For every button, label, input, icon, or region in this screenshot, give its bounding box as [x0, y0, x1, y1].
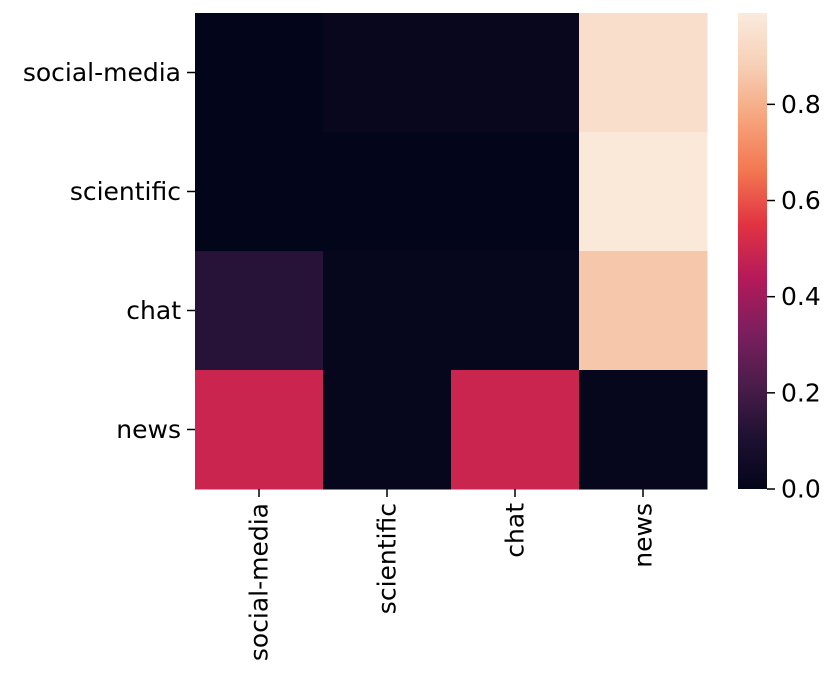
x-tick-label: chat [501, 503, 530, 558]
colorbar-tick-label: 0.2 [781, 378, 821, 407]
heatmap-cell [579, 251, 708, 371]
heatmap-cell [579, 132, 708, 252]
heatmap-cell [451, 132, 580, 252]
colorbar-tick-label: 0.8 [781, 90, 821, 119]
x-tick-label: social-media [245, 503, 274, 661]
heatmap-cell [195, 370, 324, 490]
x-tick-label: scientific [373, 503, 402, 614]
heatmap-cell [451, 370, 580, 490]
x-tick-label: news [629, 503, 658, 568]
heatmap-cells [195, 13, 708, 490]
heatmap-cell [451, 251, 580, 371]
heatmap-cell [195, 13, 324, 133]
colorbar-tick-label: 0.0 [781, 475, 821, 504]
y-tick-label: social-media [23, 58, 181, 87]
y-tick-label: scientific [70, 177, 181, 206]
heatmap-cell [323, 370, 452, 490]
x-axis: social-media scientific chat news [245, 489, 658, 661]
colorbar: 0.0 0.2 0.4 0.6 0.8 [738, 13, 821, 504]
heatmap-cell [323, 251, 452, 371]
heatmap-cell [323, 13, 452, 133]
heatmap-cell [579, 370, 708, 490]
colorbar-tick-label: 0.6 [781, 186, 821, 215]
heatmap-cell [195, 132, 324, 252]
heatmap-cell [323, 132, 452, 252]
heatmap-cell [579, 13, 708, 133]
y-tick-label: news [116, 415, 181, 444]
colorbar-tick-label: 0.4 [781, 282, 821, 311]
y-axis: social-media scientific chat news [23, 58, 195, 444]
y-tick-label: chat [126, 296, 181, 325]
heatmap-cell [195, 251, 324, 371]
heatmap-cell [451, 13, 580, 133]
colorbar-gradient [738, 13, 767, 489]
